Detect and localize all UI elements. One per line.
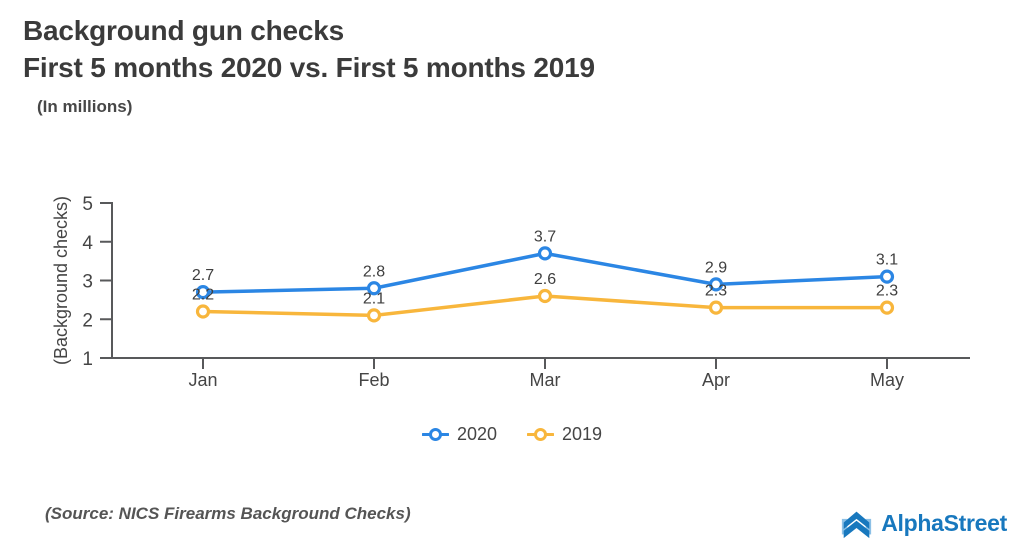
value-label-2020-May: 3.1 [876,252,898,269]
value-label-2020-Apr: 2.9 [705,259,727,276]
value-label-2019-Apr: 2.3 [705,283,727,300]
chart-legend: 2020 2019 [0,424,1024,445]
value-label-2020-Mar: 3.7 [534,228,556,245]
data-point-2019-Feb [366,308,382,323]
y-tick-label: 1 [82,349,93,370]
data-point-2019-Apr [708,300,724,315]
legend-marker-2019-icon [527,428,554,441]
series-line-2020 [201,251,889,294]
source-note: (Source: NICS Firearms Background Checks… [45,504,411,523]
title-line-1: Background gun checks [23,15,344,46]
data-point-2020-Mar [537,246,553,261]
y-axis-title: (Background checks) [51,196,71,365]
legend-item-2020: 2020 [421,424,497,445]
x-tick-label: May [870,370,904,390]
data-point-2019-May [879,300,895,315]
data-point-2019-Mar [537,288,553,304]
title-line-2: First 5 months 2020 vs. First 5 months 2… [23,52,595,83]
alphastreet-logo-text: AlphaStreet [881,509,1007,536]
x-tick-label: Feb [358,370,389,390]
data-point-2019-Jan [195,304,211,319]
value-label-2019-Feb: 2.1 [363,290,385,307]
value-label-2020-Feb: 2.8 [363,263,385,280]
data-point-2020-Feb [366,281,382,296]
y-tick-label: 5 [82,194,93,215]
data-point-2020-May [879,269,895,284]
series-line-2019 [201,294,889,318]
legend-label-2019: 2019 [562,424,603,444]
data-point-2020-Jan [195,285,211,300]
page-title: Background gun checks First 5 months 2020… [23,12,595,86]
y-tick-label: 2 [82,310,93,331]
value-label-2019-Jan: 2.2 [192,287,214,304]
value-label-2019-Mar: 2.6 [534,271,556,288]
value-label-2020-Jan: 2.7 [192,267,214,284]
chart-subtitle: (In millions) [37,97,133,116]
legend-marker-2020-icon [421,428,449,441]
value-label-2019-May: 2.3 [876,283,898,300]
legend-item-2019: 2019 [527,424,602,445]
legend-label-2020: 2020 [456,424,497,444]
x-tick-label: Mar [530,370,561,390]
data-point-2020-Apr [708,277,724,292]
x-tick-label: Apr [702,370,730,390]
alphastreet-logo-icon [842,511,872,539]
y-tick-label: 3 [82,272,93,293]
alphastreet-logo: AlphaStreet [840,507,1007,539]
x-tick-label: Jan [188,370,217,390]
y-tick-label: 4 [82,233,93,254]
